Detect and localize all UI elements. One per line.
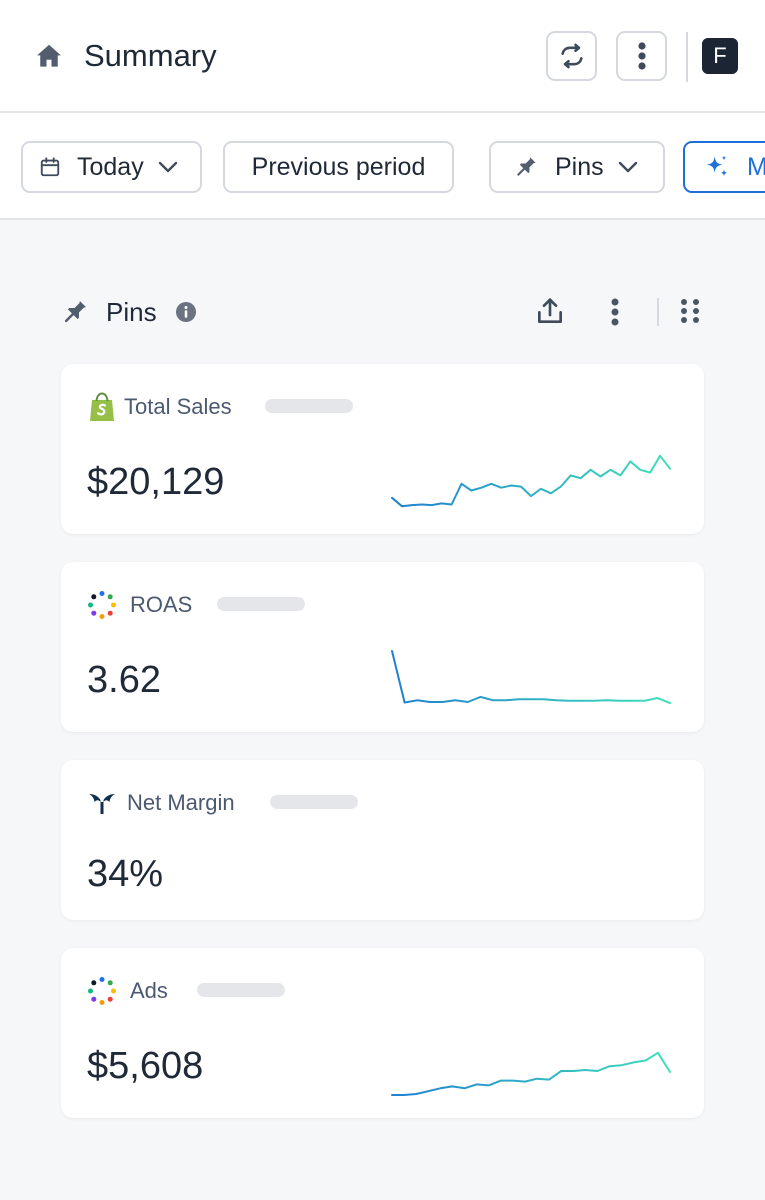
chevron-down-icon [618, 161, 637, 173]
sparkline-path [391, 650, 671, 705]
calendar-icon [40, 157, 60, 177]
metric-name: ROAS [130, 592, 193, 617]
info-icon[interactable] [175, 301, 197, 323]
chevron-down-icon [158, 161, 177, 173]
loading-placeholder [197, 983, 285, 997]
section-divider [657, 298, 659, 326]
refresh-button[interactable] [546, 31, 597, 81]
sparkline [391, 650, 671, 705]
triple-whale-dots-icon [88, 591, 116, 619]
metric-card-ads[interactable]: Ads $5,608 [61, 948, 704, 1118]
pins-label: Pins [555, 152, 604, 181]
sparkline [391, 454, 671, 508]
refresh-icon [560, 43, 583, 69]
header-divider [686, 32, 688, 82]
metric-value: 34% [87, 853, 164, 895]
sparkle-icon [706, 155, 728, 177]
loading-placeholder [270, 795, 358, 809]
drag-handle-icon[interactable] [678, 296, 702, 326]
share-icon[interactable] [534, 295, 566, 327]
filter-bar: Today Previous period Pins M [0, 113, 765, 220]
metric-card-total-sales[interactable]: Total Sales $20,129 [61, 364, 704, 534]
app-header: Summary F [0, 0, 765, 113]
loading-placeholder [265, 399, 353, 413]
home-icon[interactable] [34, 41, 64, 71]
metric-card-roas[interactable]: ROAS 3.62 [61, 562, 704, 732]
compare-period-label: Previous period [251, 152, 426, 181]
shopify-icon [90, 392, 114, 421]
pin-icon [517, 157, 536, 176]
ai-insights-button[interactable]: M [683, 141, 765, 193]
avatar[interactable]: F [702, 38, 738, 74]
metric-name: Net Margin [127, 790, 235, 815]
metric-value: $5,608 [87, 1045, 204, 1087]
metric-value: $20,129 [87, 461, 225, 503]
more-options-button[interactable] [616, 31, 667, 81]
metric-name: Ads [130, 978, 168, 1003]
pin-icon [64, 300, 87, 323]
date-range-label: Today [77, 152, 144, 181]
sparkline-path [391, 1051, 671, 1096]
pins-dropdown[interactable]: Pins [489, 141, 665, 193]
loading-placeholder [217, 597, 305, 611]
vertical-dots-icon[interactable] [605, 296, 625, 328]
vertical-dots-icon [637, 42, 646, 70]
metric-value: 3.62 [87, 659, 161, 701]
ai-insights-label: M [747, 153, 765, 182]
sparkline-path [391, 454, 671, 508]
section-title: Pins [106, 297, 157, 327]
whale-tail-icon [89, 794, 115, 814]
metric-card-net-margin[interactable]: Net Margin 34% [61, 760, 704, 920]
triple-whale-dots-icon [88, 977, 116, 1005]
sparkline [391, 1051, 671, 1096]
metric-name: Total Sales [124, 394, 232, 419]
compare-period-button[interactable]: Previous period [223, 141, 454, 193]
page-title: Summary [84, 38, 217, 73]
date-range-dropdown[interactable]: Today [21, 141, 202, 193]
